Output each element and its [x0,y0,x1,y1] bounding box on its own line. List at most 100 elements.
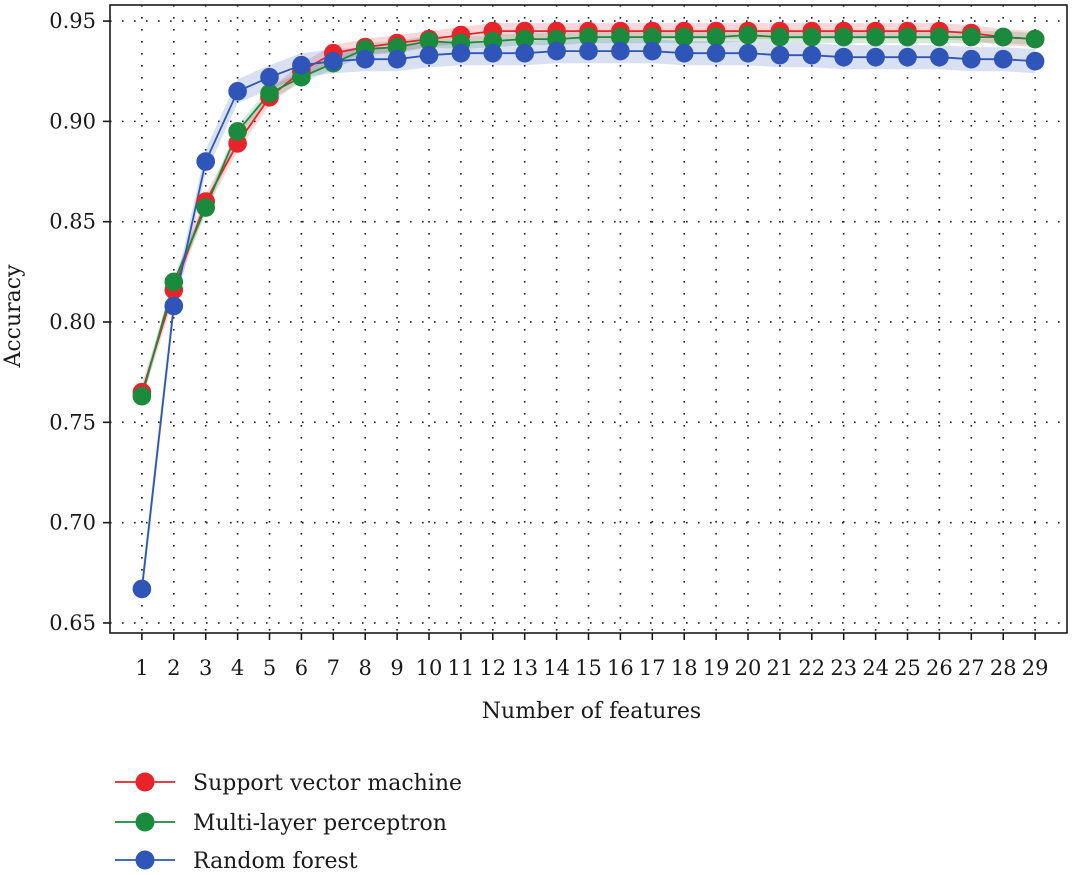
multi-layer-perceptron-point [898,27,917,47]
x-tick-label: 29 [1022,656,1049,680]
grid-lines [110,5,1067,633]
random-forest-point [674,43,694,63]
x-tick-label: 22 [798,656,825,680]
x-tick-label: 4 [231,656,244,680]
random-forest-line [141,50,1036,590]
random-forest-point [196,152,215,171]
legend: Support vector machine Multi-layer percep… [115,771,462,874]
random-forest-point [898,47,917,67]
random-forest-point [515,43,535,63]
y-tick-label: 0.95 [49,9,96,33]
y-tick-label: 0.90 [49,109,96,133]
random-forest-point [961,49,981,69]
x-tick-label: 16 [607,656,634,680]
random-forest-point [611,41,630,61]
x-tick-label: 24 [862,656,889,680]
multi-layer-perceptron-point [674,27,694,47]
multi-layer-perceptron-point [228,122,247,141]
x-tick-label: 28 [990,656,1017,680]
random-forest-point [164,296,184,316]
confidence-bands [141,23,1036,601]
multi-layer-perceptron-point [260,84,279,103]
x-tick-label: 8 [359,656,372,680]
legend-marker [135,812,155,832]
multi-layer-perceptron-point [802,27,822,47]
multi-layer-perceptron-point [196,198,215,217]
random-forest-point [451,43,471,63]
x-tick-label: 10 [416,656,443,680]
random-forest-point [132,579,152,599]
multi-layer-perceptron-point [993,27,1013,47]
y-tick-label: 0.65 [49,611,96,635]
random-forest-point [323,51,343,71]
legend-item-multi-layer-perceptron: Multi-layer perceptron [115,811,447,836]
random-forest-point [802,45,822,65]
random-forest-point [642,41,662,61]
x-tick-label: 13 [511,656,538,680]
multi-layer-perceptron-point [834,27,854,47]
x-tick-label: 3 [199,656,212,680]
multi-layer-perceptron-point [164,272,184,292]
legend-item-random-forest: Random forest [115,849,358,874]
random-forest-point [260,67,279,87]
x-axis-title: Number of features [482,699,701,724]
random-forest-point [228,82,247,101]
x-tick-label: 18 [671,656,698,680]
x-tick-label: 21 [767,656,794,680]
x-tick-label: 5 [263,656,276,680]
x-tick-label: 9 [390,656,403,680]
random-forest-point [738,43,758,63]
x-tick-label: 15 [575,656,602,680]
random-forest-point [387,49,407,69]
x-tick-label: 14 [543,656,570,680]
x-tick-label: 25 [894,656,921,680]
random-forest-point [834,47,854,67]
multi-layer-perceptron-point [738,25,758,45]
legend-marker [135,850,155,870]
x-tick-label: 12 [479,656,506,680]
x-tick-label: 23 [830,656,857,680]
random-forest-point [547,41,566,61]
y-axis-title: Accuracy [1,264,26,369]
x-tick-label: 7 [327,656,340,680]
random-forest-point [355,49,375,69]
x-tick-label: 27 [958,656,985,680]
multi-layer-perceptron-point [132,386,152,406]
y-tick-label: 0.80 [49,310,96,334]
multi-layer-perceptron-point [1025,29,1045,49]
multi-layer-perceptron-point [706,27,726,47]
multi-layer-perceptron-point [770,27,790,47]
x-tick-label: 19 [703,656,730,680]
y-tick-label: 0.75 [49,410,96,434]
x-tick-label: 17 [639,656,666,680]
y-tick-label: 0.70 [49,511,96,535]
x-tick-label: 11 [448,656,475,680]
multi-layer-perceptron-point [930,27,949,47]
random-forest-point [993,49,1013,69]
random-forest-point [866,47,885,67]
legend-label: Support vector machine [193,771,462,796]
axes: 0.650.700.750.800.850.900.951 2 3 4 5 6 7 8 9 10 1… [49,9,1048,680]
multi-layer-perceptron-point [866,27,885,47]
series-points [132,21,1045,599]
x-tick-label: 2 [167,656,180,680]
random-forest-point [579,41,598,61]
random-forest-point [292,55,311,75]
random-forest-point [1025,51,1045,71]
legend-label: Random forest [193,849,358,874]
legend-item-support-vector-machine: Support vector machine [115,771,462,796]
x-tick-label: 1 [135,656,148,680]
multi-layer-perceptron-point [961,27,981,47]
random-forest-point [419,45,439,65]
random-forest-point [930,47,949,67]
random-forest-point [770,45,790,65]
plot-area-frame [109,4,1068,634]
x-tick-label: 26 [926,656,953,680]
x-tick-label: 20 [735,656,762,680]
random-forest-band [141,39,1036,601]
x-tick-label: 6 [295,656,308,680]
random-forest-point [483,43,503,63]
series-lines [141,30,1036,590]
legend-marker [135,772,155,792]
